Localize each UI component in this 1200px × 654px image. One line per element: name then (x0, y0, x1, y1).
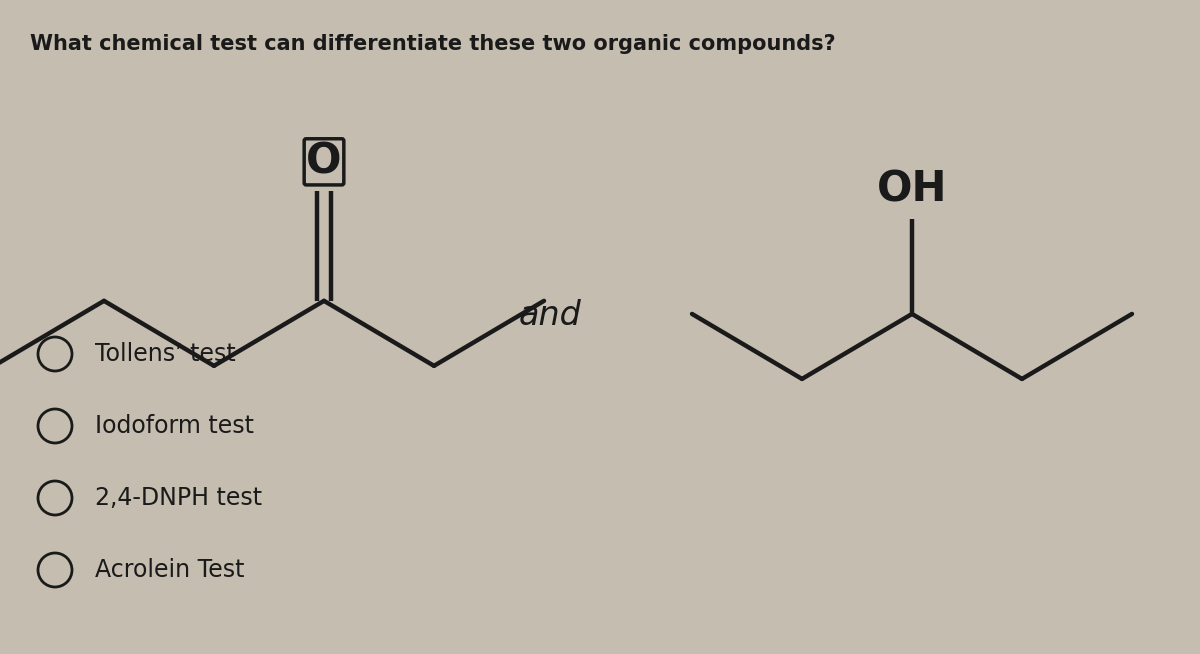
Text: O: O (306, 141, 342, 183)
Text: What chemical test can differentiate these two organic compounds?: What chemical test can differentiate the… (30, 34, 835, 54)
Text: Iodoform test: Iodoform test (95, 414, 254, 438)
Text: 2,4-DNPH test: 2,4-DNPH test (95, 486, 262, 510)
Text: OH: OH (877, 169, 947, 211)
Text: Tollens’ test: Tollens’ test (95, 342, 235, 366)
Text: and: and (518, 300, 581, 332)
Text: Acrolein Test: Acrolein Test (95, 558, 245, 582)
